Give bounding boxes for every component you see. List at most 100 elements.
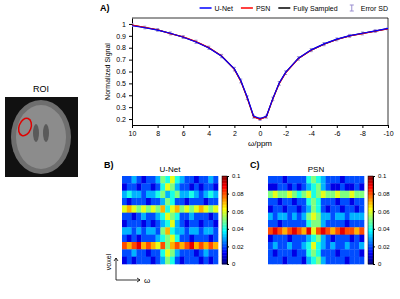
heatmap-cell <box>165 191 170 199</box>
x-axis-tick: -8 <box>360 125 366 137</box>
heatmap-cell <box>321 249 326 257</box>
heatmap-cell <box>278 227 283 235</box>
heatmap-cell <box>321 242 326 250</box>
heatmap-cell <box>136 235 141 243</box>
heatmap-cell <box>151 227 156 235</box>
heatmap-cell <box>287 213 292 221</box>
heatmap-cell <box>306 249 311 257</box>
heatmap-cell <box>160 198 165 206</box>
y-axis-tick: 1 <box>122 21 132 28</box>
heatmap-cell <box>189 249 194 257</box>
x-axis-tick: 0 <box>259 125 263 137</box>
heatmap-cell <box>122 191 127 199</box>
axis-arrows: voxelω <box>105 253 150 285</box>
heatmap-cell <box>146 242 151 250</box>
heatmap-cell <box>306 198 311 206</box>
heatmap-cell <box>160 191 165 199</box>
heatmap-cell <box>180 220 185 228</box>
heatmap-cell <box>136 220 141 228</box>
colorbar-axis-tick: 0.08 <box>227 191 244 197</box>
heatmap-cell <box>278 249 283 257</box>
heatmap-cell <box>132 227 137 235</box>
heatmap-cell <box>184 213 189 221</box>
heatmap-cell <box>184 257 189 265</box>
heatmap-cell <box>122 249 127 257</box>
heatmap-cells <box>122 176 218 264</box>
colorbar: 00.020.040.060.080.1 <box>222 173 244 267</box>
heatmap-cell <box>199 205 204 213</box>
heatmap-cell <box>146 220 151 228</box>
heatmap-cell <box>292 220 297 228</box>
x-axis: 1086420-2-4-6-8-10 <box>129 125 394 137</box>
heatmap-cell <box>132 176 137 184</box>
heatmap-cell <box>170 205 175 213</box>
heatmap-cell <box>165 205 170 213</box>
heatmap-cell <box>359 191 364 199</box>
heatmap-cell <box>141 227 146 235</box>
heatmap-cell <box>345 191 350 199</box>
heatmap-cell <box>297 176 302 184</box>
x-axis-tick-mark <box>234 125 235 128</box>
colorbar-axis-tick-mark <box>227 229 229 230</box>
heatmap-cell <box>132 249 137 257</box>
heatmap-cell <box>340 220 345 228</box>
legend-label: Fully Sampled <box>293 5 337 13</box>
heatmap-cell <box>175 242 180 250</box>
heatmap-cell <box>194 213 199 221</box>
heatmap-cell <box>136 198 141 206</box>
heatmap-cell <box>268 227 273 235</box>
heatmap-cell <box>156 242 161 250</box>
heatmap-cell <box>165 235 170 243</box>
colorbar-axis-tick-label: 0.02 <box>232 244 244 250</box>
heatmap-cell <box>292 213 297 221</box>
heatmap-cell <box>268 213 273 221</box>
y-axis-tick-mark <box>129 48 132 49</box>
heatmap-cell <box>345 227 350 235</box>
series-line <box>132 26 388 119</box>
heatmap-cell <box>141 242 146 250</box>
x-axis-tick: -6 <box>334 125 340 137</box>
heatmap-cell <box>330 249 335 257</box>
colorbar-axis-line <box>373 177 374 265</box>
heatmap-cell <box>335 227 340 235</box>
frame-top <box>132 18 388 19</box>
heatmap-cell <box>141 176 146 184</box>
heatmap-cell <box>180 213 185 221</box>
heatmap-cell <box>316 242 321 250</box>
heatmap-cell <box>194 242 199 250</box>
heatmap-cell <box>156 227 161 235</box>
heatmap-cell <box>316 176 321 184</box>
roi-image-panel: ROI <box>5 84 78 177</box>
y-axis-tick-mark <box>129 83 132 84</box>
heatmap-cell <box>282 205 287 213</box>
heatmap-cell <box>316 198 321 206</box>
heatmap-cell <box>330 198 335 206</box>
heatmap-cell <box>282 227 287 235</box>
heatmap-cell <box>287 220 292 228</box>
heatmap-cell <box>297 235 302 243</box>
heatmap-cell <box>146 183 151 191</box>
heatmap-cell <box>180 257 185 265</box>
colorbar-axis-line <box>227 177 228 265</box>
y-axis-tick: 0.8 <box>116 44 132 51</box>
colorbar-axis-tick-label: 0.08 <box>378 191 390 197</box>
heatmap-cell <box>330 257 335 265</box>
heatmap-cell <box>180 191 185 199</box>
brain-inner <box>16 105 66 169</box>
heatmap-cell <box>160 227 165 235</box>
heatmap-cell <box>292 235 297 243</box>
line-chart-panel: 1086420-2-4-6-8-100.20.30.40.50.60.70.80… <box>100 3 394 148</box>
heatmap-cell <box>321 220 326 228</box>
heatmap-cell <box>282 213 287 221</box>
heatmap-cell <box>213 213 218 221</box>
heatmap-cell <box>273 242 278 250</box>
heatmap-cell <box>204 198 209 206</box>
heatmap-cell <box>165 220 170 228</box>
heatmap-cell <box>204 191 209 199</box>
heatmap-cell <box>292 242 297 250</box>
heatmap-cell <box>278 242 283 250</box>
heatmap-cell <box>180 242 185 250</box>
y-axis-tick-mark <box>129 107 132 108</box>
heatmap-cell <box>282 242 287 250</box>
heatmap-cell <box>345 249 350 257</box>
